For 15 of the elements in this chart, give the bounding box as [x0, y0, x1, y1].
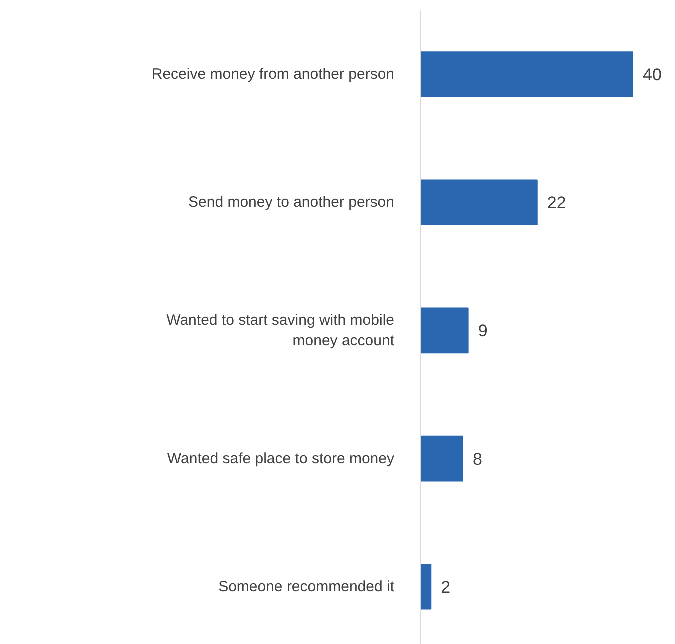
- data-label: 22: [547, 194, 566, 213]
- data-label: 40: [643, 66, 662, 85]
- bar: [420, 308, 469, 354]
- data-label: 2: [441, 578, 451, 597]
- y-tick-label: Send money to another person: [188, 194, 395, 212]
- y-tick-label: Wanted to start saving with mobile money account: [166, 312, 396, 350]
- data-label: 9: [478, 322, 488, 341]
- y-tick-label: Receive money from another person: [152, 66, 395, 84]
- bar: [420, 180, 538, 226]
- data-label: 8: [473, 450, 482, 469]
- bar: [420, 52, 634, 98]
- bar: [420, 436, 464, 482]
- y-tick-label: Wanted safe place to store money: [167, 450, 395, 468]
- bar: [420, 564, 432, 610]
- y-tick-label: Someone recommended it: [218, 578, 396, 596]
